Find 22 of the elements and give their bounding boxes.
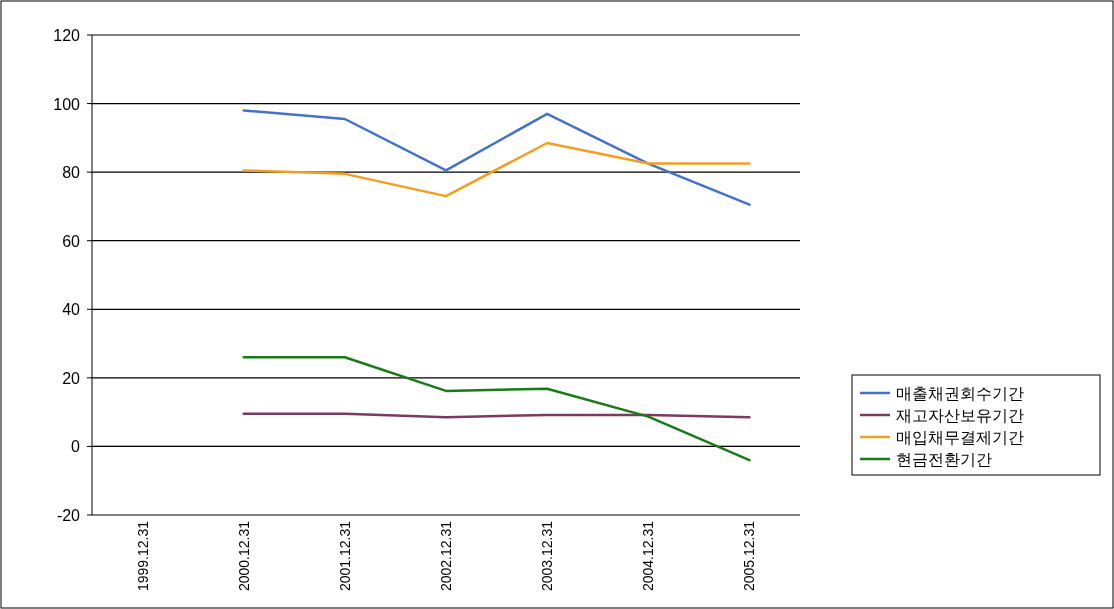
- y-tick-label: 80: [62, 164, 81, 182]
- y-tick-label: 0: [71, 438, 81, 456]
- x-tick-label: 2003.12.31: [539, 520, 556, 592]
- x-tick-label: 2004.12.31: [640, 520, 657, 592]
- x-tick-label: 2005.12.31: [741, 520, 758, 592]
- x-tick-label: 2002.12.31: [438, 520, 454, 592]
- legend-label: 현금전환기간: [896, 451, 992, 468]
- x-tick-label: 1999.12.31: [134, 520, 151, 592]
- legend-label: 매출채권회수기간: [896, 385, 1024, 402]
- y-tick-label: 20: [62, 369, 81, 387]
- x-tick-label: 2001.12.31: [336, 520, 353, 592]
- line-series: [242, 141, 751, 198]
- x-tick-label: 2000.12.31: [235, 520, 252, 592]
- legend-label: 재고자산보유기간: [896, 407, 1024, 424]
- legend-label: 매입채무결제기간: [896, 429, 1024, 446]
- y-tick-label: 60: [62, 232, 81, 250]
- y-tick-label: 120: [53, 27, 81, 44]
- y-tick-label: -20: [56, 507, 81, 524]
- line-series: [242, 356, 751, 462]
- y-tick-label: 40: [62, 301, 81, 319]
- line-series: [242, 109, 751, 206]
- y-tick-label: 100: [53, 95, 81, 113]
